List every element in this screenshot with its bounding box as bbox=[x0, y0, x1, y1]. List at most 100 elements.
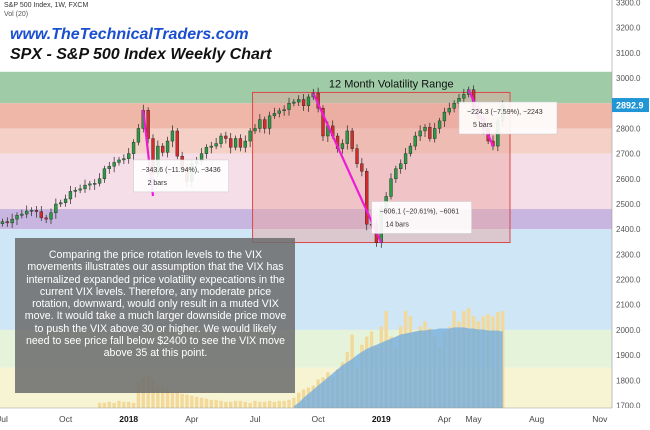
candle bbox=[258, 114, 262, 133]
candle-body bbox=[462, 94, 466, 99]
candle bbox=[88, 180, 92, 191]
candle-body bbox=[350, 130, 354, 149]
measure-label-box-1 bbox=[371, 201, 472, 234]
brand-url[interactable]: www.TheTechnicalTraders.com bbox=[10, 26, 249, 43]
candle bbox=[253, 124, 257, 134]
candle-body bbox=[29, 210, 34, 212]
candle-body bbox=[165, 140, 170, 153]
candle bbox=[297, 95, 301, 107]
commentary-text: Comparing the price rotation levels to t… bbox=[24, 249, 287, 360]
candle-body bbox=[447, 108, 451, 113]
candle bbox=[63, 194, 68, 207]
time-tick-label: Jul bbox=[0, 414, 8, 424]
candle-body bbox=[209, 145, 213, 148]
volume-bar bbox=[224, 401, 228, 408]
candle bbox=[5, 217, 9, 227]
candle-body bbox=[243, 140, 247, 148]
candle-body bbox=[59, 202, 63, 205]
price-tick-label: 2500.0 bbox=[616, 200, 641, 209]
candle bbox=[78, 184, 82, 194]
candle-body bbox=[365, 171, 369, 225]
candle bbox=[292, 98, 296, 107]
candle bbox=[229, 132, 233, 154]
price-tick-label: 2300.0 bbox=[616, 250, 641, 259]
candle bbox=[389, 173, 393, 200]
candle bbox=[394, 165, 398, 183]
volume-bar bbox=[282, 400, 286, 408]
candle-body bbox=[78, 188, 82, 191]
candle bbox=[272, 107, 277, 119]
volume-bar bbox=[170, 392, 175, 408]
candle-body bbox=[224, 135, 228, 139]
candle bbox=[433, 122, 437, 143]
volume-bar bbox=[112, 402, 116, 408]
measure-label-0: −343.6 (−11.94%), −3436 bbox=[142, 167, 221, 174]
price-tick-label: 2200.0 bbox=[616, 276, 641, 285]
volume-bar bbox=[102, 402, 107, 408]
price-tick-label: 3200.0 bbox=[616, 24, 641, 33]
volume-bar bbox=[253, 400, 257, 408]
candle bbox=[97, 173, 102, 187]
candle bbox=[399, 159, 403, 174]
measure-bars-2: 5 bars bbox=[473, 122, 493, 129]
time-tick-label: Nov bbox=[592, 414, 608, 424]
volume-bar bbox=[258, 401, 262, 408]
time-tick-label: 2018 bbox=[119, 414, 138, 424]
candle-body bbox=[68, 191, 73, 200]
volume-bar bbox=[136, 382, 141, 408]
candle bbox=[306, 93, 311, 112]
volume-bar bbox=[156, 385, 160, 408]
candle-body bbox=[15, 215, 19, 220]
candle bbox=[165, 136, 170, 158]
candle-body bbox=[233, 138, 238, 148]
candle bbox=[107, 161, 111, 174]
volatility-range-label: 12 Month Volatility Range bbox=[329, 78, 454, 90]
candle bbox=[122, 154, 126, 164]
candle-body bbox=[433, 128, 437, 139]
time-axis-background bbox=[0, 408, 650, 430]
candle bbox=[403, 148, 408, 170]
candle bbox=[462, 88, 466, 105]
candle-body bbox=[214, 143, 218, 147]
candle bbox=[423, 124, 427, 138]
chart-title: SPX - S&P 500 Index Weekly Chart bbox=[10, 46, 272, 63]
candle bbox=[360, 158, 364, 177]
candle-body bbox=[403, 153, 408, 164]
candle-body bbox=[355, 148, 359, 164]
volume-bar bbox=[267, 400, 272, 408]
candle bbox=[117, 156, 121, 166]
volume-bar bbox=[131, 402, 136, 408]
candle-body bbox=[204, 147, 209, 154]
volume-bar bbox=[248, 402, 252, 408]
candle-body bbox=[394, 168, 398, 180]
candle bbox=[442, 107, 447, 127]
candle bbox=[214, 138, 218, 150]
candle bbox=[287, 97, 291, 116]
candle-body bbox=[25, 210, 29, 215]
candle bbox=[413, 131, 417, 151]
candle bbox=[437, 117, 442, 134]
candle-body bbox=[146, 110, 150, 139]
price-axis-background bbox=[612, 0, 650, 430]
candle bbox=[25, 205, 29, 219]
candle-body bbox=[345, 130, 349, 144]
volume-bar bbox=[209, 399, 213, 408]
candle bbox=[301, 93, 306, 111]
price-tick-label: 2700.0 bbox=[616, 150, 641, 159]
candle-body bbox=[170, 130, 175, 142]
measure-label-2: −224.3 (−7.59%), −2243 bbox=[467, 109, 543, 116]
candle-body bbox=[102, 168, 107, 180]
candle-body bbox=[97, 178, 102, 184]
volume-bar bbox=[122, 401, 126, 408]
volume-bar bbox=[180, 393, 184, 408]
volume-bar bbox=[292, 397, 296, 408]
candle bbox=[49, 208, 53, 225]
volume-bar bbox=[151, 379, 155, 408]
candle bbox=[83, 179, 87, 193]
candle-body bbox=[423, 126, 427, 132]
volume-bar bbox=[229, 401, 233, 408]
volume-area bbox=[293, 327, 503, 408]
candle-body bbox=[131, 142, 136, 154]
candle bbox=[350, 127, 354, 152]
candle-body bbox=[63, 198, 68, 203]
